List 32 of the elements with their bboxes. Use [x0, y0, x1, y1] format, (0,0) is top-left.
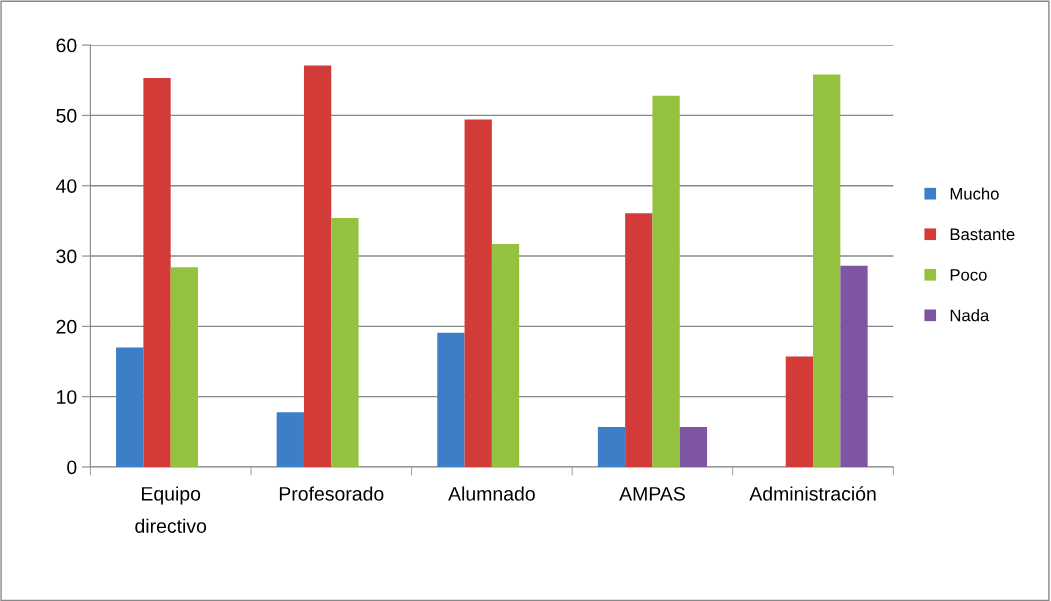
bar	[625, 213, 653, 467]
x-tick-label: AMPAS	[619, 486, 685, 501]
bar	[276, 412, 304, 467]
bar	[491, 244, 520, 467]
bar	[464, 119, 492, 467]
legend-label: Poco	[950, 269, 987, 281]
x-tick-label: Alumnado	[448, 486, 535, 501]
legend-label: Mucho	[950, 187, 999, 200]
bar	[840, 265, 868, 467]
bar	[679, 426, 708, 467]
y-tick-label: 30	[56, 249, 77, 264]
bar	[331, 218, 359, 467]
bar	[143, 78, 171, 467]
bar	[785, 356, 814, 467]
y-tick-label: 0	[67, 460, 77, 475]
bar	[597, 426, 626, 467]
y-tick-label: 10	[57, 390, 77, 404]
y-tick-label: 50	[56, 108, 77, 123]
y-tick-label: 60	[56, 38, 77, 53]
legend-label: Bastante	[950, 228, 1015, 241]
legend-label: Nada	[950, 309, 990, 322]
y-tick-label: 40	[56, 179, 77, 193]
bar	[170, 267, 198, 467]
x-tick-label: Profesorado	[279, 486, 384, 501]
x-tick-label: Equipo directivo	[135, 486, 207, 533]
bar	[303, 65, 332, 467]
bar	[652, 95, 680, 467]
bar	[116, 347, 144, 467]
bar	[813, 74, 841, 467]
y-tick-label: 20	[56, 319, 77, 334]
x-tick-label: Administración	[749, 486, 876, 501]
bar	[437, 332, 465, 467]
